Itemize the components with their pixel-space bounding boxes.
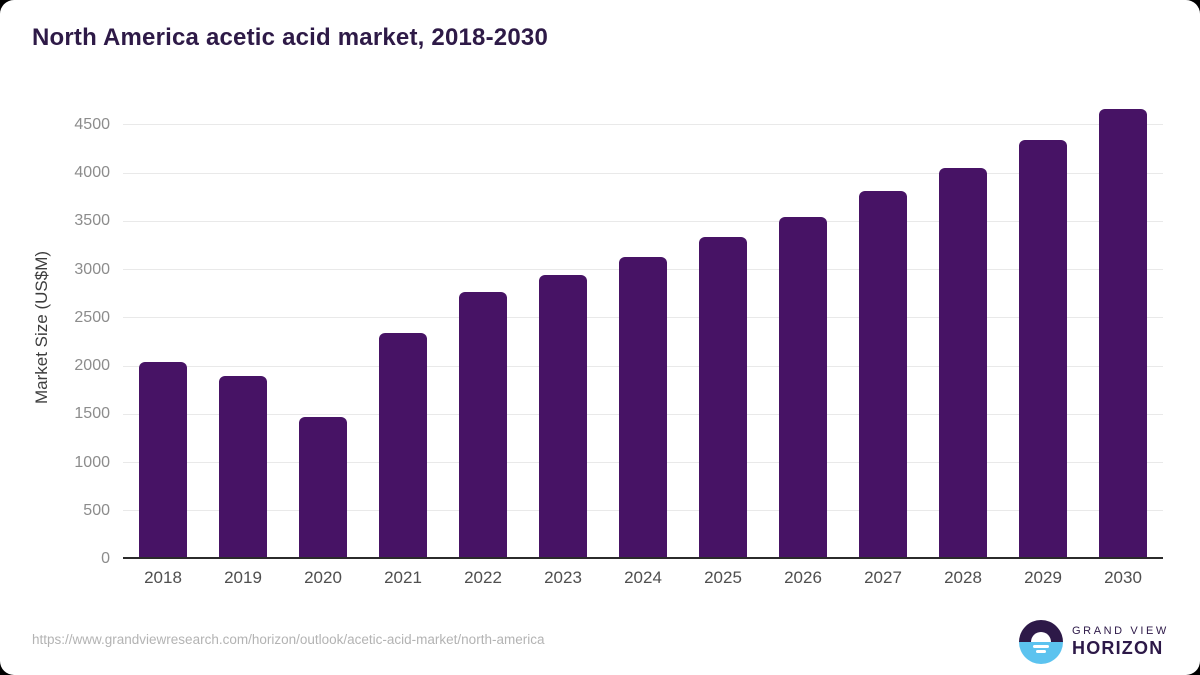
bar-2029: [1019, 139, 1067, 557]
bar-2030: [1099, 108, 1147, 557]
bar-2023: [539, 274, 587, 557]
x-tick-label: 2029: [1024, 568, 1062, 587]
x-tick-label: 2026: [784, 568, 822, 587]
bar-2020: [299, 417, 347, 557]
y-tick-label: 0: [101, 550, 110, 567]
bar-2028: [939, 168, 987, 557]
x-tick-label: 2018: [144, 568, 182, 587]
x-tick-label: 2023: [544, 568, 582, 587]
bar-2019: [219, 376, 267, 557]
y-tick-label: 1500: [74, 405, 110, 423]
x-tick-label: 2027: [864, 568, 902, 587]
bar-2024: [619, 257, 667, 557]
source-url: https://www.grandviewresearch.com/horizo…: [32, 632, 545, 647]
x-tick-label: 2025: [704, 568, 742, 587]
bar-2025: [699, 237, 747, 557]
horizon-sun-icon: [1019, 620, 1063, 664]
x-tick-label: 2024: [624, 568, 662, 587]
x-tick-label: 2022: [464, 568, 502, 587]
y-tick-label: 2500: [74, 308, 110, 326]
grid-line: [123, 220, 1163, 222]
x-tick-label: 2021: [384, 568, 422, 587]
bar-2027: [859, 191, 907, 557]
grand-view-horizon-logo: GRAND VIEW HORIZON: [1019, 620, 1169, 664]
x-tick-label: 2028: [944, 568, 982, 587]
sun-reflection-line: [1033, 645, 1049, 648]
y-tick-label: 3000: [74, 260, 110, 278]
y-tick-label: 1000: [74, 453, 110, 471]
y-axis-title: Market Size (US$M): [32, 250, 51, 405]
y-tick-label: 500: [83, 501, 110, 519]
grid-line: [123, 124, 1163, 126]
logo-text-grand-view: GRAND VIEW: [1072, 625, 1169, 637]
bar-2022: [459, 292, 507, 557]
plot-area: 0 500 1000 1500 2000 2500 3000 3500 4000 4500 2018…: [74, 96, 1163, 587]
logo-text-horizon: HORIZON: [1072, 638, 1164, 658]
bar-2018: [139, 361, 187, 557]
y-tick-label: 2000: [74, 357, 110, 375]
x-tick-label: 2019: [224, 568, 262, 587]
sun-reflection-line: [1036, 650, 1046, 653]
chart-title: North America acetic acid market, 2018-2…: [32, 24, 548, 51]
bar-2026: [779, 216, 827, 557]
grid-line: [123, 172, 1163, 174]
y-tick-label: 4000: [74, 164, 110, 182]
x-tick-label: 2030: [1104, 568, 1142, 587]
logo-text: GRAND VIEW HORIZON: [1072, 625, 1169, 659]
x-tick-label: 2020: [304, 568, 342, 587]
sun-shape: [1031, 632, 1051, 642]
bar-2021: [379, 332, 427, 557]
y-tick-label: 3500: [74, 212, 110, 230]
y-tick-label: 4500: [74, 115, 110, 133]
